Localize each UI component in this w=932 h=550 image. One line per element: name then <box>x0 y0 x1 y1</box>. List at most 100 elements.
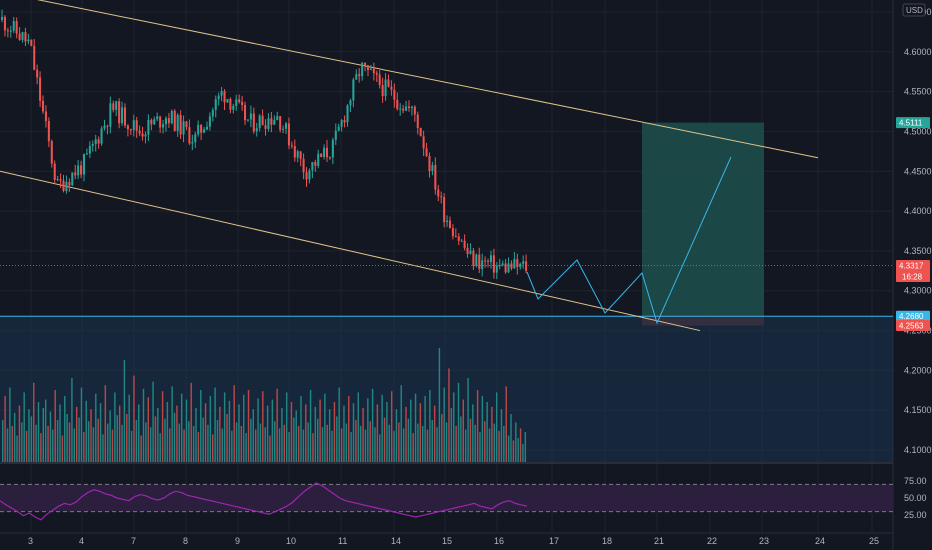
candle-body <box>402 108 405 111</box>
volume-bar <box>484 421 486 462</box>
candle-body <box>153 119 156 125</box>
candle-body <box>448 220 451 229</box>
candle-body <box>504 263 507 273</box>
volume-bar <box>367 398 369 462</box>
candle-body <box>188 127 191 144</box>
candles <box>1 9 528 280</box>
volume-bar <box>59 404 61 462</box>
candle-body <box>457 236 460 241</box>
volume-bar <box>309 390 312 462</box>
y-tick-label: 4.5500 <box>904 87 932 97</box>
volume-bar <box>214 387 216 462</box>
volume-bar <box>359 426 362 462</box>
volume-bar <box>4 396 6 462</box>
volume-bar <box>180 393 183 462</box>
volume-bar <box>362 408 364 462</box>
candle-body <box>323 147 326 158</box>
volume-bar <box>33 382 35 462</box>
volume-bar <box>450 408 453 462</box>
volume-bar <box>285 392 288 462</box>
volume-bar <box>85 400 87 462</box>
candle-body <box>375 73 378 75</box>
volume-bar <box>114 392 116 462</box>
candle-body <box>226 99 229 103</box>
projection-line <box>526 156 732 325</box>
volume-bar <box>219 406 221 462</box>
volume-bar <box>188 421 190 462</box>
candle-body <box>405 106 408 111</box>
candle-body <box>337 126 340 131</box>
volume-bar <box>295 410 297 462</box>
candle-body <box>30 39 33 46</box>
volume-bar <box>386 402 388 462</box>
x-tick-label: 4 <box>79 536 84 546</box>
volume-bar <box>145 422 147 462</box>
candle-body <box>519 263 522 267</box>
candle-body <box>334 130 337 140</box>
candle-body <box>314 162 317 166</box>
volume-bar <box>235 422 238 462</box>
candle-body <box>244 104 247 121</box>
volume-bar <box>243 394 245 462</box>
volume-bar <box>472 404 474 462</box>
volume-bar <box>161 391 164 462</box>
candle-body <box>290 145 293 147</box>
volume-bar <box>464 429 467 462</box>
candle-body <box>147 119 150 135</box>
target-tag-label: 4.5111 <box>899 119 923 128</box>
candle-body <box>103 125 106 129</box>
volume-bar <box>83 432 85 462</box>
stop-tag-box <box>896 320 930 332</box>
candle-body <box>220 91 223 96</box>
volume-bar <box>317 418 319 462</box>
volume-bar <box>519 428 522 462</box>
candle-body <box>97 139 100 144</box>
volume-bar <box>481 396 484 462</box>
volume-bar <box>138 404 140 462</box>
stop-tag-label: 4.2563 <box>899 322 924 331</box>
volume-bar <box>400 385 402 462</box>
volume-bar <box>56 420 59 462</box>
volume-bar <box>388 424 391 462</box>
x-tick-label: 7 <box>131 536 136 546</box>
candle-body <box>3 16 6 31</box>
candle-body <box>378 74 381 86</box>
candle-body <box>261 115 264 126</box>
volume-bar <box>166 402 169 462</box>
volume-bar <box>503 426 505 462</box>
x-tick-label: 22 <box>707 536 717 546</box>
volume-bar <box>395 409 398 462</box>
candle-body <box>434 165 437 190</box>
candle-body <box>59 179 62 181</box>
volume-bar <box>97 418 99 462</box>
volume-bar <box>107 423 109 462</box>
candle-body <box>88 146 91 154</box>
candle-body <box>495 265 498 273</box>
candle-body <box>214 99 217 111</box>
candle-body <box>443 197 446 223</box>
volume-bar <box>376 404 379 462</box>
candle-body <box>121 107 124 124</box>
x-tick-label: 8 <box>183 536 188 546</box>
candle-body <box>279 116 282 130</box>
candle-body <box>162 124 165 128</box>
volume-bar <box>209 396 212 462</box>
candle-body <box>141 133 144 137</box>
candle-body <box>428 156 431 172</box>
volume-bar <box>259 423 262 462</box>
candle-body <box>293 146 296 158</box>
volume-bar <box>16 435 18 462</box>
entry-tag-box <box>896 310 930 322</box>
volume-bar <box>293 417 295 462</box>
candle-body <box>126 125 129 130</box>
volume-bar <box>371 388 374 462</box>
volume-bar <box>457 382 460 462</box>
candle-body <box>156 116 159 120</box>
volume-bar <box>476 390 479 462</box>
volume-bar <box>104 385 107 462</box>
volume-bar <box>109 410 111 462</box>
candle-body <box>267 118 270 129</box>
volume-bar <box>130 430 133 462</box>
